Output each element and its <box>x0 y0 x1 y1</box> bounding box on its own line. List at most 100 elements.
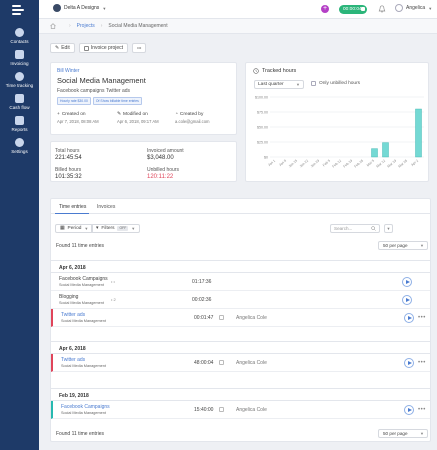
chevron-down-icon: ▼ <box>131 226 136 231</box>
company-switcher[interactable]: Delta A Designs ▼ <box>53 4 106 12</box>
more-icon[interactable]: ••• <box>418 315 426 321</box>
play-icon[interactable] <box>402 277 412 287</box>
search-input[interactable]: Search... <box>330 224 380 233</box>
tab-time-entries[interactable]: Time entries <box>59 204 87 210</box>
invoice-icon <box>219 360 224 365</box>
chevron-down-icon: ▼ <box>428 5 433 11</box>
play-icon[interactable] <box>404 405 414 415</box>
more-icon[interactable]: ••• <box>418 407 426 413</box>
entry-project: Social Media Management <box>59 301 104 305</box>
created-by: ◔ Created by a.cole@gmail.com <box>175 112 210 124</box>
invoice-project-button[interactable]: Invoice project <box>78 43 129 53</box>
play-icon[interactable] <box>404 358 414 368</box>
wallet-icon <box>15 94 24 103</box>
search-options-button[interactable]: ▼ <box>384 224 393 233</box>
reports-icon <box>15 116 24 125</box>
per-page-select[interactable]: 50 per page ▼ <box>378 241 428 250</box>
sidebar-item-label: Invoicing <box>10 61 29 66</box>
filters-button[interactable]: ▾ Filters OFF ▼ <box>91 224 141 233</box>
clock-icon <box>253 68 259 74</box>
chevron-down-icon: ▼ <box>420 243 424 248</box>
tab-invoices[interactable]: Invoices <box>97 204 116 210</box>
project-description: Facebook campaigns Twitter ads <box>57 88 131 94</box>
x-tick-label: Feb 26 <box>353 159 364 169</box>
x-tick-label: Jan 29 <box>310 159 320 169</box>
period-select[interactable]: Last quarter ▼ <box>254 80 304 89</box>
chevron-down-icon: ▼ <box>102 5 107 11</box>
avatar <box>395 4 403 12</box>
entry-title[interactable]: Twitter ads <box>61 312 86 318</box>
y-tick-label: $100.00 <box>255 96 268 100</box>
sidebar-item-settings[interactable]: Settings <box>0 138 39 160</box>
sidebar-item-time-tracking[interactable]: Time tracking <box>0 72 39 94</box>
edit-button[interactable]: ✎ Edit <box>50 43 75 53</box>
entry-duration: 00:02:36 <box>192 297 212 303</box>
tag-billable: Of Show billable time entries <box>92 97 142 105</box>
add-button[interactable]: + <box>321 5 329 13</box>
sidebar-item-reports[interactable]: Reports <box>0 116 39 138</box>
more-actions-button[interactable]: ••• <box>132 43 147 53</box>
entry-project: Social Media Management <box>61 411 106 415</box>
y-tick-label: $0 <box>264 156 268 160</box>
unbilled-only-toggle[interactable]: Only unbilled hours <box>311 81 360 86</box>
table-row[interactable]: Twitter ads Social Media Management 00:0… <box>51 309 430 327</box>
home-icon[interactable] <box>50 23 56 29</box>
invoice-icon <box>219 407 224 412</box>
user-menu[interactable]: Angelica ▼ <box>395 4 432 12</box>
breadcrumb-projects[interactable]: Projects <box>76 23 95 29</box>
top-bar: Delta A Designs ▼ + 00:00:04 Angelica ▼ <box>39 0 437 19</box>
entry-title[interactable]: Twitter ads <box>61 357 86 363</box>
unbilled-hours-label: Unbilled hours <box>147 167 179 173</box>
invoiced-amount-label: Invoiced amount <box>147 148 184 154</box>
client-link[interactable]: Bill Winter <box>57 68 80 74</box>
table-row[interactable]: Facebook Campaigns Social Media Manageme… <box>51 273 430 291</box>
y-tick-label: $75.00 <box>257 111 268 115</box>
entry-title: Facebook Campaigns <box>59 276 108 282</box>
total-hours: Total hours 221:45:54 <box>55 148 82 161</box>
timer-value: 00:00:04 <box>343 7 362 12</box>
play-icon[interactable] <box>404 313 414 323</box>
breadcrumb-separator: › <box>100 23 103 29</box>
table-row[interactable]: Twitter ads Social Media Management 48:0… <box>51 354 430 372</box>
billed-hours-label: Billed hours <box>55 167 82 173</box>
billed-hours-value: 101:35:32 <box>55 174 82 180</box>
search-placeholder: Search... <box>334 226 353 231</box>
unbilled-hours-value: 120:11:22 <box>147 174 174 180</box>
x-tick-label: Mar 26 <box>397 159 408 169</box>
entry-project: Social Media Management <box>61 364 106 368</box>
app-logo[interactable] <box>12 4 24 16</box>
entry-user: Angelica Cole <box>236 315 267 321</box>
project-tags: Hourly rate $30.00 Of Show billable time… <box>57 97 142 105</box>
project-title: Social Media Management <box>57 76 146 85</box>
date-group-label: Feb 19, 2018 <box>59 393 89 399</box>
per-page-select-footer[interactable]: 50 per page ▼ <box>378 429 428 438</box>
invoice-icon <box>219 315 224 320</box>
entry-duration: 48:00:04 <box>194 360 214 366</box>
sidebar-item-contacts[interactable]: Contacts <box>0 28 39 50</box>
search-icon <box>371 226 376 231</box>
timer-button[interactable]: 00:00:04 <box>339 5 367 14</box>
user-icon: ◔ <box>175 112 178 117</box>
x-tick-label: Mar 19 <box>386 159 397 169</box>
x-tick-label: Jan 22 <box>299 159 309 169</box>
created-by-value: a.cole@gmail.com <box>175 119 210 124</box>
table-row[interactable]: Blogging Social Media Management • 2 00:… <box>51 291 430 309</box>
found-count-footer: Found 11 time entries <box>56 431 104 437</box>
date-group-label: Apr 6, 2018 <box>59 346 86 352</box>
sidebar-item-cash-flow[interactable]: Cash flow <box>0 94 39 116</box>
period-filter-button[interactable]: ▦ Period ▼ <box>55 224 94 233</box>
sidebar-item-invoicing[interactable]: Invoicing <box>0 50 39 72</box>
bell-icon[interactable] <box>378 5 386 13</box>
table-row[interactable]: Facebook Campaigns Social Media Manageme… <box>51 401 430 419</box>
x-tick-label: Apr 2 <box>410 159 419 167</box>
x-tick-label: Mar 5 <box>366 159 375 168</box>
unbilled-only-checkbox[interactable] <box>311 81 316 86</box>
entries-tabs: Time entries Invoices <box>51 199 430 214</box>
entry-title[interactable]: Facebook Campaigns <box>61 404 110 410</box>
pencil-icon: ✎ <box>55 45 60 51</box>
play-icon[interactable] <box>402 295 412 305</box>
modified-on-label: Modified on <box>123 112 148 117</box>
more-icon[interactable]: ••• <box>418 360 426 366</box>
created-on-label: Created on <box>61 112 86 117</box>
total-hours-value: 221:45:54 <box>55 155 82 161</box>
